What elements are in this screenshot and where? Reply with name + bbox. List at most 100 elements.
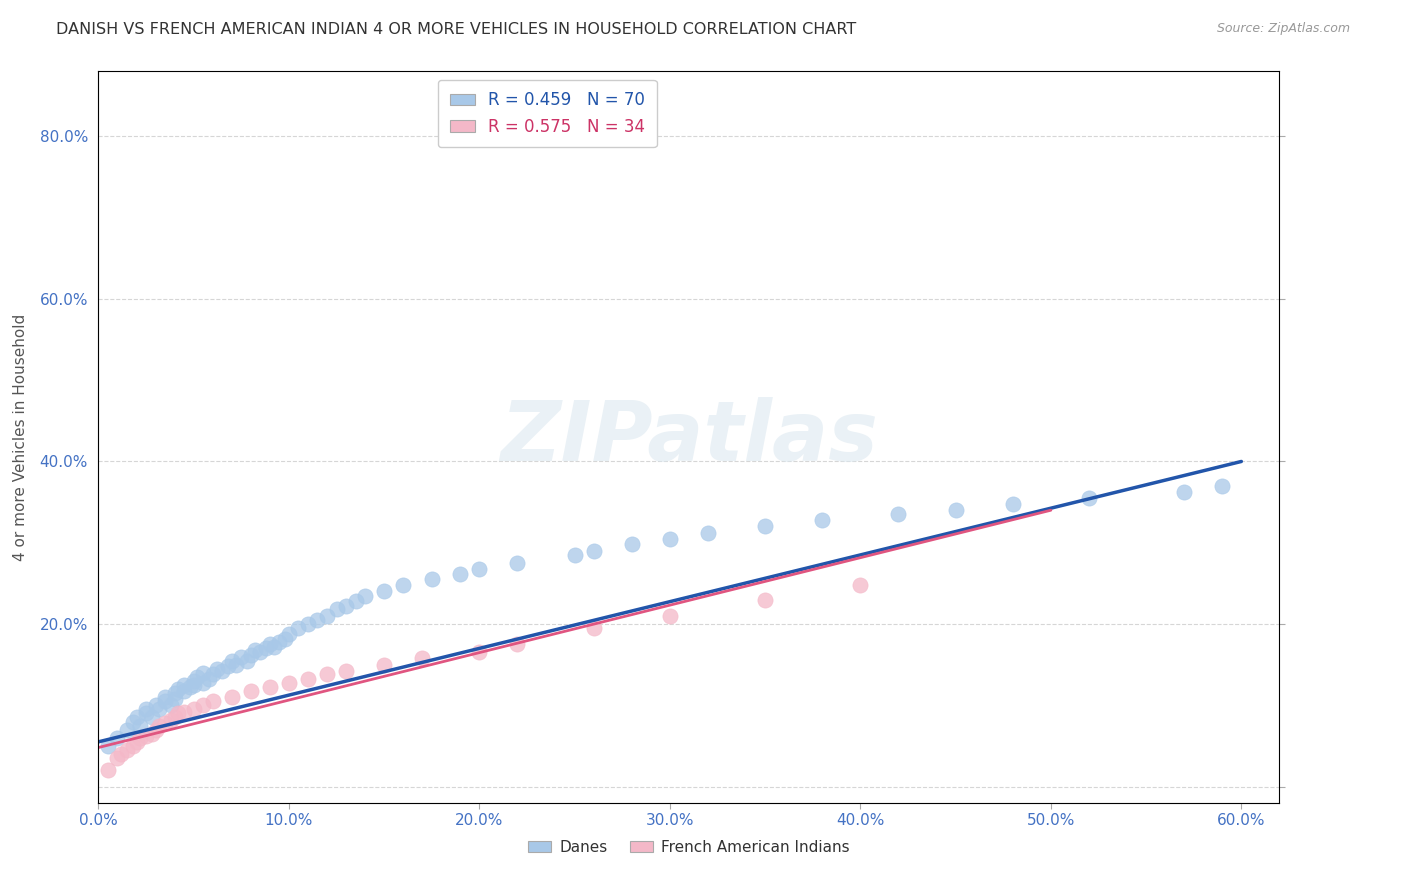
Point — [420, 572, 443, 586]
Point — [1211, 479, 1233, 493]
Point — [121, 739, 143, 753]
Point — [274, 632, 297, 646]
Point — [97, 739, 120, 753]
Point — [1001, 497, 1024, 511]
Point — [263, 640, 285, 654]
Point — [183, 678, 205, 692]
Point — [145, 698, 167, 713]
Point — [211, 664, 233, 678]
Point — [811, 513, 834, 527]
Point — [373, 657, 395, 672]
Point — [135, 702, 157, 716]
Point — [1078, 491, 1101, 505]
Point — [259, 681, 281, 695]
Point — [658, 532, 681, 546]
Point — [239, 648, 262, 662]
Point — [221, 690, 243, 705]
Point — [167, 706, 190, 721]
Point — [249, 645, 271, 659]
Point — [115, 723, 138, 737]
Point — [121, 714, 143, 729]
Point — [231, 649, 253, 664]
Point — [97, 764, 120, 778]
Point — [141, 727, 163, 741]
Point — [277, 626, 299, 640]
Point — [153, 690, 176, 705]
Point — [316, 667, 339, 681]
Legend: Danes, French American Indians: Danes, French American Indians — [523, 834, 855, 861]
Point — [167, 681, 190, 696]
Point — [163, 691, 186, 706]
Point — [849, 578, 872, 592]
Point — [115, 743, 138, 757]
Point — [205, 662, 228, 676]
Point — [259, 637, 281, 651]
Point — [236, 654, 259, 668]
Point — [217, 659, 239, 673]
Text: ZIPatlas: ZIPatlas — [501, 397, 877, 477]
Point — [316, 608, 339, 623]
Point — [183, 702, 205, 716]
Point — [153, 694, 176, 708]
Point — [239, 683, 262, 698]
Point — [468, 645, 491, 659]
Point — [1173, 485, 1195, 500]
Point — [145, 723, 167, 737]
Point — [354, 589, 377, 603]
Point — [373, 584, 395, 599]
Point — [135, 729, 157, 743]
Point — [297, 673, 319, 687]
Text: Source: ZipAtlas.com: Source: ZipAtlas.com — [1216, 22, 1350, 36]
Point — [173, 683, 195, 698]
Point — [163, 686, 186, 700]
Point — [335, 599, 357, 614]
Point — [193, 698, 215, 713]
Point — [125, 710, 148, 724]
Point — [159, 713, 181, 727]
Point — [582, 621, 605, 635]
Point — [125, 735, 148, 749]
Point — [243, 643, 266, 657]
Point — [135, 706, 157, 721]
Point — [163, 710, 186, 724]
Point — [183, 673, 205, 688]
Point — [945, 503, 967, 517]
Point — [141, 710, 163, 724]
Point — [297, 617, 319, 632]
Point — [269, 635, 291, 649]
Point — [307, 613, 329, 627]
Point — [193, 665, 215, 680]
Point — [449, 566, 471, 581]
Point — [411, 651, 433, 665]
Point — [173, 678, 195, 692]
Point — [392, 578, 415, 592]
Point — [198, 673, 221, 687]
Point — [186, 670, 208, 684]
Point — [159, 698, 181, 713]
Point — [287, 621, 309, 635]
Point — [506, 637, 529, 651]
Point — [221, 654, 243, 668]
Point — [148, 718, 170, 732]
Point — [107, 731, 129, 745]
Point — [754, 519, 776, 533]
Point — [153, 716, 176, 731]
Point — [129, 718, 152, 732]
Point — [277, 675, 299, 690]
Point — [620, 537, 643, 551]
Point — [344, 594, 367, 608]
Point — [754, 592, 776, 607]
Y-axis label: 4 or more Vehicles in Household: 4 or more Vehicles in Household — [14, 313, 28, 561]
Point — [129, 731, 152, 745]
Point — [887, 508, 910, 522]
Point — [107, 751, 129, 765]
Point — [564, 548, 586, 562]
Point — [201, 694, 224, 708]
Point — [658, 608, 681, 623]
Point — [110, 747, 132, 761]
Point — [179, 681, 201, 695]
Point — [506, 556, 529, 570]
Point — [193, 675, 215, 690]
Point — [148, 702, 170, 716]
Point — [582, 544, 605, 558]
